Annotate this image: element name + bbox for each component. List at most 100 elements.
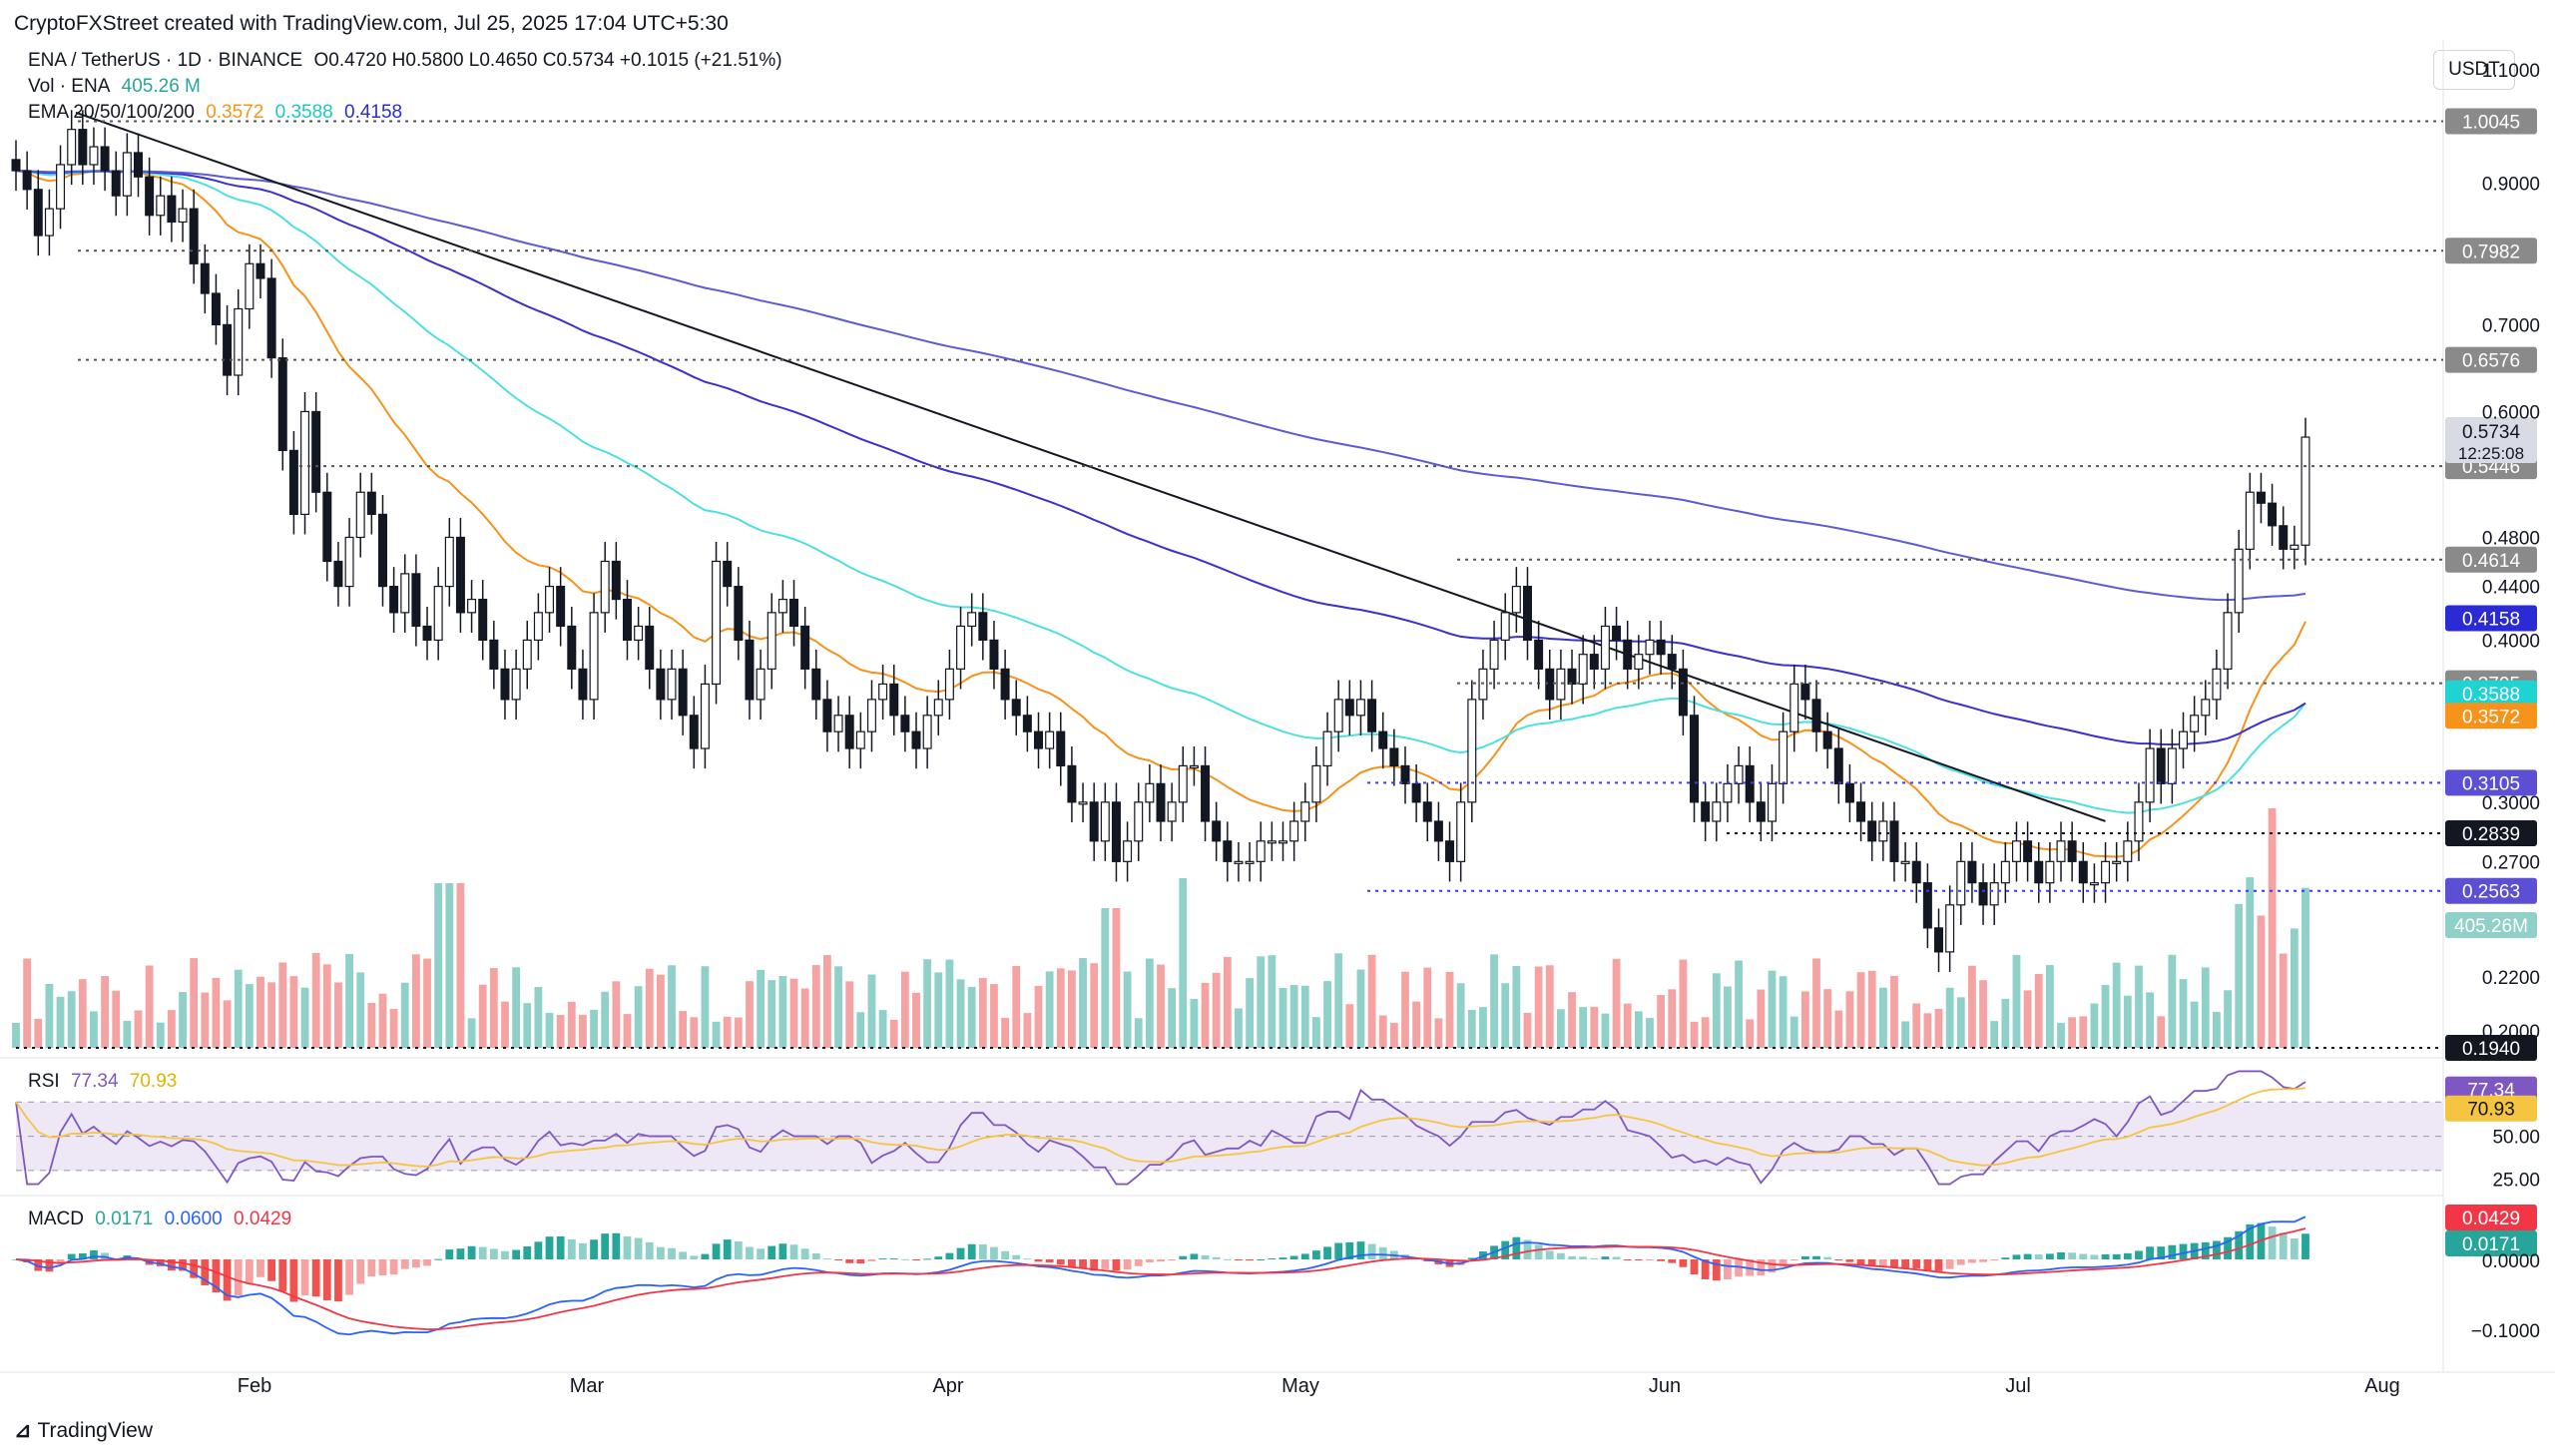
macd-histogram-bar	[2023, 1253, 2032, 1259]
candle-body	[33, 189, 43, 237]
macd-histogram-bar	[2179, 1243, 2188, 1259]
candle-body	[1656, 639, 1666, 656]
macd-histogram-bar	[1934, 1259, 1943, 1271]
macd-histogram-bar	[956, 1247, 965, 1259]
volume-bar	[411, 954, 420, 1048]
volume-bar	[2213, 1011, 2221, 1048]
price-tick-label: 0.9000	[2482, 174, 2540, 195]
candle-body	[211, 292, 221, 325]
volume-bar	[1045, 971, 1054, 1048]
rsi-legend: RSI 77.34 70.93	[28, 1071, 183, 1093]
currency-button[interactable]: USDT	[2433, 50, 2515, 90]
macd-histogram-bar	[923, 1258, 932, 1260]
volume-bar	[2057, 1022, 2065, 1048]
candle-body	[67, 129, 77, 166]
macd-histogram-bar	[734, 1240, 743, 1259]
macd-histogram-bar	[1378, 1246, 1387, 1259]
ema-badge-label: 0.4158	[2462, 610, 2520, 631]
macd-histogram-bar	[723, 1239, 732, 1259]
macd-histogram-bar	[1356, 1241, 1365, 1259]
volume-bar	[467, 1018, 476, 1048]
macd-histogram-bar	[1823, 1256, 1832, 1259]
candle-body	[1578, 654, 1588, 686]
volume-bar	[1867, 970, 1876, 1048]
volume-bar	[934, 972, 943, 1048]
volume-bar	[1334, 953, 1343, 1048]
macd-histogram-bar	[1090, 1259, 1099, 1271]
legend-ema50: 0.3588	[274, 102, 333, 123]
volume-bar	[1979, 980, 1987, 1048]
volume-bar	[1201, 982, 1210, 1048]
candle-body	[1800, 683, 1810, 701]
volume-bar	[1934, 1009, 1943, 1048]
volume-bar	[234, 969, 243, 1048]
candle-body	[1756, 801, 1766, 822]
candle-body	[2256, 491, 2266, 504]
macd-histogram-bar	[90, 1249, 98, 1259]
rsi-ma-line	[15, 1087, 2306, 1168]
volume-bar	[212, 977, 221, 1048]
candle-body	[89, 146, 99, 166]
volume-bar	[1278, 987, 1287, 1048]
macd-histogram-bar	[645, 1241, 654, 1259]
candle-body	[1856, 801, 1866, 822]
macd-histogram-bar	[56, 1259, 65, 1265]
candle-body	[2000, 860, 2010, 884]
macd-histogram-bar	[1990, 1259, 1999, 1260]
candle-body	[1690, 715, 1700, 803]
macd-histogram-bar	[345, 1259, 353, 1295]
volume-bar	[668, 965, 676, 1048]
macd-badge	[2445, 1205, 2537, 1230]
candle-body	[2279, 525, 2289, 550]
volume-bar	[1579, 1007, 1588, 1048]
candle-body	[1167, 801, 1177, 822]
legend-ema100: 0.4158	[344, 102, 403, 123]
candle-body	[2056, 840, 2066, 862]
macd-histogram-bar	[2057, 1251, 2065, 1259]
macd-histogram-bar	[378, 1259, 387, 1276]
legend-volume-row: Vol · ENA 405.26 M	[28, 76, 207, 98]
candle-body	[978, 612, 988, 641]
macd-histogram-bar	[179, 1259, 187, 1271]
candle-body	[1867, 820, 1877, 842]
candle-body	[889, 683, 899, 717]
macd-histogram-bar	[1268, 1258, 1277, 1260]
candle-body	[1734, 764, 1744, 784]
candle-body	[1967, 860, 1977, 884]
time-tick-label: Feb	[238, 1375, 271, 1397]
candle-body	[833, 715, 843, 732]
macd-histogram-bar	[1979, 1259, 1987, 1262]
candle-body	[256, 262, 265, 279]
candle-body	[1178, 764, 1188, 803]
candle-body	[22, 170, 32, 191]
macd-histogram-bar	[2224, 1236, 2232, 1259]
candle-body	[400, 573, 410, 614]
candle-body	[1745, 764, 1755, 803]
candle-body	[689, 715, 699, 749]
macd-histogram-bar	[912, 1259, 920, 1260]
volume-bar	[1834, 1010, 1843, 1048]
macd-histogram-bar	[1956, 1259, 1965, 1265]
candle-body	[989, 639, 999, 670]
volume-bar	[1345, 1004, 1354, 1048]
candle-body	[145, 176, 155, 217]
candle-body	[2156, 747, 2166, 784]
volume-bar	[1101, 908, 1110, 1048]
macd-histogram-bar	[2301, 1233, 2309, 1259]
macd-histogram-bar	[634, 1237, 643, 1259]
volume-bar	[1789, 1016, 1798, 1048]
volume-bar	[223, 1000, 232, 1048]
volume-bar	[1023, 1013, 1032, 1048]
candle-body	[1056, 730, 1066, 767]
volume-bar	[334, 982, 342, 1048]
macd-histogram-bar	[1056, 1259, 1065, 1265]
macd-histogram-bar	[2123, 1252, 2132, 1259]
price-level-badge	[2445, 546, 2537, 573]
macd-histogram-bar	[967, 1243, 976, 1259]
volume-bar	[1235, 1008, 1243, 1048]
volume-bar	[2190, 1001, 2199, 1048]
macd-histogram-bar	[1845, 1259, 1854, 1262]
macd-histogram-bar	[567, 1238, 576, 1259]
volume-bar	[990, 984, 998, 1048]
